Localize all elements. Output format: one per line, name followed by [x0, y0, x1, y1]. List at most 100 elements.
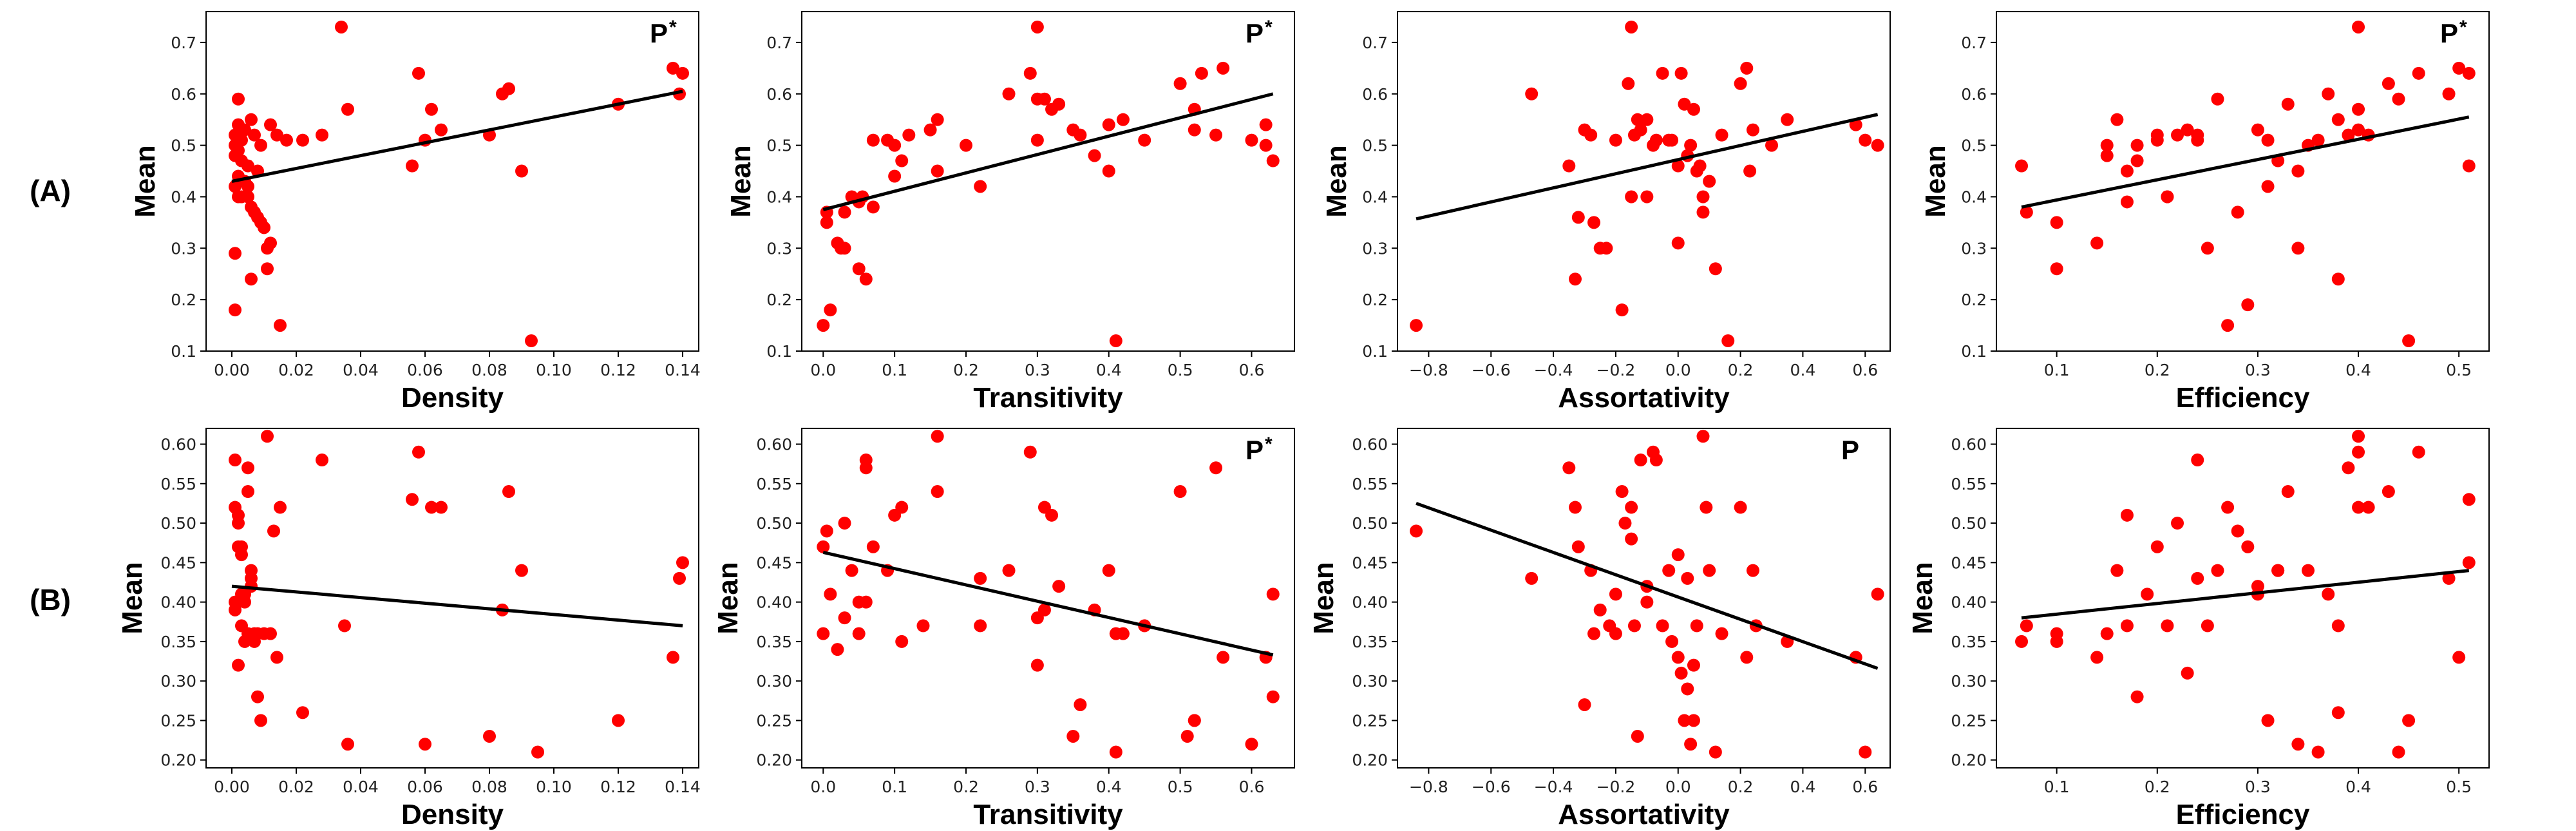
panel-a-assortativity: −0.8 −0.6 −0.4 −0.2 0.0 0.2 0.4 0.6 0.1 0.2 0.3 0.4…	[1321, 11, 1891, 414]
data-point	[1681, 682, 1694, 696]
data-point	[1625, 190, 1638, 204]
data-point	[2261, 133, 2275, 147]
x-tick-label: 0.2	[2145, 778, 2170, 796]
data-point	[1687, 714, 1700, 727]
y-tick-label: 0.50	[756, 514, 792, 533]
x-tick-label: 0.06	[407, 778, 443, 796]
y-tick-label: 0.4	[1362, 187, 1388, 206]
data-point	[2342, 128, 2355, 142]
data-point	[242, 627, 254, 640]
x-tick-label: 0.3	[2245, 778, 2271, 796]
y-axis-title: Mean	[725, 145, 757, 217]
data-point	[1871, 587, 1884, 601]
data-point	[1568, 501, 1582, 514]
data-point	[2120, 164, 2134, 178]
x-tick-label: 0.02	[278, 361, 314, 379]
data-point	[264, 236, 277, 250]
y-axis-title: Mean	[1920, 145, 1951, 217]
data-point	[612, 714, 625, 727]
data-point	[831, 643, 844, 656]
data-point	[1859, 133, 1872, 147]
data-point	[2342, 461, 2355, 475]
data-point	[1562, 159, 1576, 173]
y-axis-title: Mean	[1907, 562, 1938, 634]
data-point	[1671, 236, 1685, 250]
data-point	[2130, 138, 2144, 152]
data-point	[531, 745, 544, 759]
y-tick-label: 0.1	[1961, 342, 1987, 361]
data-point	[974, 619, 987, 633]
panel-a-density: 0.00 0.02 0.04 0.06 0.08 0.10 0.12 0.14 0.1 0.2 0.…	[129, 11, 701, 414]
data-point	[1681, 571, 1694, 585]
data-point	[1600, 242, 1613, 255]
fit-line	[822, 92, 1274, 211]
x-tick-label: 0.10	[536, 778, 572, 796]
data-point	[2100, 149, 2114, 162]
data-point	[525, 334, 538, 348]
y-tick-label: 0.2	[1961, 291, 1987, 309]
data-point	[1640, 595, 1654, 609]
data-point	[2221, 319, 2235, 332]
plot-frame	[1397, 11, 1891, 352]
data-point	[419, 738, 431, 751]
data-point	[2161, 190, 2174, 204]
data-point	[838, 517, 851, 530]
x-tick-label: 0.08	[471, 778, 507, 796]
plot-frame	[801, 11, 1295, 352]
data-point	[2352, 501, 2365, 514]
data-point	[1631, 113, 1644, 126]
data-point	[1180, 729, 1194, 743]
data-point	[2352, 102, 2365, 116]
data-point	[1684, 738, 1698, 751]
x-tick-label: 0.02	[278, 778, 314, 796]
data-point	[2301, 564, 2315, 577]
data-point	[406, 493, 419, 506]
data-point	[1687, 102, 1700, 116]
significance-label: P	[650, 18, 668, 48]
data-point	[1700, 501, 1713, 514]
data-point	[2201, 619, 2214, 633]
data-point	[1045, 508, 1059, 522]
data-point	[229, 247, 242, 260]
data-point	[425, 501, 438, 514]
data-point	[2201, 242, 2214, 255]
data-point	[1625, 20, 1638, 33]
data-point	[2322, 87, 2335, 100]
y-tick-label: 0.45	[1352, 553, 1388, 572]
y-tick-label: 0.2	[766, 291, 792, 309]
x-axis-title: Transitivity	[973, 382, 1123, 414]
x-tick-label: 0.2	[1728, 361, 1754, 379]
data-point	[515, 164, 528, 178]
y-tick-label: 0.60	[1352, 435, 1388, 454]
y-tick-label: 0.40	[160, 593, 196, 612]
data-point	[483, 729, 496, 743]
data-point	[1030, 92, 1044, 106]
data-point	[245, 113, 258, 126]
data-point	[2331, 272, 2345, 286]
y-tick-label: 0.20	[1951, 751, 1987, 770]
data-point	[264, 627, 277, 640]
data-point	[232, 658, 245, 672]
data-point	[859, 595, 873, 609]
x-axis-title: Efficiency	[2176, 382, 2310, 414]
y-tick-label: 0.60	[756, 435, 792, 454]
data-point	[2331, 619, 2345, 633]
y-tick-label: 0.55	[1352, 475, 1388, 493]
data-point	[2130, 154, 2144, 167]
panel-b-assortativity: −0.8 −0.6 −0.4 −0.2 0.0 0.2 0.4 0.6 0.20 0.25 0.30…	[1308, 428, 1891, 830]
data-point	[245, 272, 258, 286]
data-point	[1743, 164, 1757, 178]
x-tick-label: 0.4	[1096, 778, 1122, 796]
y-tick-label: 0.40	[1951, 593, 1987, 612]
data-point	[1066, 729, 1080, 743]
panels: 0.00 0.02 0.04 0.06 0.08 0.10 0.12 0.140.10.20.…	[117, 11, 2490, 830]
data-point	[1593, 603, 1607, 616]
data-point	[974, 571, 987, 585]
x-tick-label: −0.2	[1596, 778, 1636, 796]
data-point	[2331, 113, 2345, 126]
y-tick-label: 0.7	[171, 33, 196, 52]
data-point	[1715, 627, 1728, 640]
data-point	[2291, 242, 2305, 255]
x-tick-label: 0.6	[1852, 361, 1878, 379]
data-point	[1696, 205, 1710, 219]
